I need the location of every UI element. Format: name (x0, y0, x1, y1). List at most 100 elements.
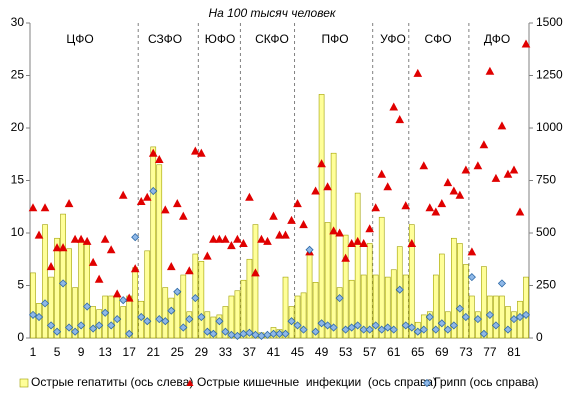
district-label: СКФО (255, 32, 289, 46)
bar (132, 267, 139, 339)
diamond-marker (353, 321, 362, 330)
diamond-marker (89, 324, 98, 333)
triangle-marker (227, 241, 236, 250)
diamond-marker (167, 306, 176, 315)
triangle-marker (52, 243, 62, 252)
triangle-marker (323, 182, 332, 191)
diamond-marker (365, 325, 374, 334)
bar (150, 146, 157, 339)
triangle-marker (263, 236, 272, 245)
triangle-marker (166, 262, 176, 271)
bar (252, 224, 259, 339)
triangle-marker (209, 234, 218, 243)
diamond-marker (71, 327, 80, 336)
x-tick-label: 1 (30, 345, 37, 359)
bar (457, 243, 463, 339)
bar (390, 269, 397, 339)
x-tick-label: 37 (243, 345, 257, 359)
bar (523, 276, 529, 339)
bar (30, 272, 36, 339)
diamond-marker (341, 325, 350, 334)
diamond-marker (377, 325, 386, 334)
triangle-marker (28, 203, 38, 212)
triangle-marker (46, 262, 56, 271)
triangle-marker (251, 268, 260, 277)
diamond-marker (28, 310, 38, 319)
x-tick-label: 53 (339, 345, 353, 359)
triangle-marker (136, 196, 146, 205)
diamond-marker (305, 245, 314, 254)
diamond-marker (40, 299, 50, 308)
diamond-marker (203, 327, 212, 336)
x-tick-label: 9 (78, 345, 85, 359)
triangle-marker (461, 165, 471, 174)
triangle-marker (311, 186, 320, 195)
bar (84, 243, 90, 339)
diamond-marker (34, 312, 44, 322)
bar (66, 248, 72, 339)
bar (372, 274, 379, 339)
triangle-marker (215, 234, 224, 243)
diamond-marker (485, 310, 494, 319)
diamond-marker (521, 310, 531, 319)
triangle-marker (347, 238, 356, 247)
triangle-marker (365, 224, 375, 233)
bar (463, 264, 469, 339)
bar (204, 311, 211, 339)
diamond-marker (131, 233, 140, 242)
district-label: ЦФО (66, 32, 93, 46)
triangle-marker (407, 238, 417, 247)
diamond-marker (95, 321, 104, 330)
bar (48, 276, 54, 339)
triangle-marker (341, 253, 350, 262)
triangle-marker (190, 146, 200, 155)
bar (481, 266, 487, 339)
triangle-marker (197, 148, 206, 157)
diamond-marker (191, 294, 200, 303)
x-tick-label: 57 (363, 345, 377, 359)
triangle-marker (473, 161, 483, 170)
triangle-marker (329, 226, 338, 235)
diamond-marker (443, 325, 452, 334)
y-tick-label: 20 (11, 120, 25, 134)
bar (348, 279, 355, 339)
bar (120, 306, 127, 339)
triangle-marker (383, 182, 393, 191)
bar (469, 295, 475, 339)
bar (505, 306, 511, 339)
bar (198, 261, 205, 339)
x-tick-label: 45 (291, 345, 305, 359)
diamond-marker (233, 331, 242, 340)
triangle-marker (148, 148, 158, 157)
diamond-marker (515, 312, 525, 322)
triangle-marker (106, 245, 116, 254)
diamond-marker (323, 321, 332, 330)
bar (426, 311, 433, 339)
triangle-marker (245, 192, 254, 201)
bar (475, 311, 481, 339)
diamond-marker (137, 312, 146, 322)
x-tick-label: 5 (54, 345, 61, 359)
diamond-marker (107, 321, 116, 330)
diamond-marker (46, 321, 56, 330)
triangle-marker (233, 234, 242, 243)
bar (294, 295, 301, 339)
bar (240, 279, 247, 339)
diamond-marker (125, 329, 134, 338)
triangle-marker (58, 243, 68, 252)
bar (312, 282, 319, 339)
bar (445, 311, 451, 339)
bar (60, 213, 66, 339)
triangle-marker (221, 234, 230, 243)
diamond-marker (77, 321, 86, 330)
triangle-marker (184, 266, 194, 275)
diamond-marker (431, 325, 440, 334)
x-tick-label: 41 (267, 345, 281, 359)
bar (54, 237, 60, 339)
y2-tick-label: 1000 (536, 120, 563, 134)
y-tick-label: 0 (17, 330, 24, 344)
triangle-marker (317, 159, 326, 168)
triangle-marker (172, 199, 182, 208)
triangle-marker (503, 169, 513, 178)
bar (439, 253, 445, 339)
